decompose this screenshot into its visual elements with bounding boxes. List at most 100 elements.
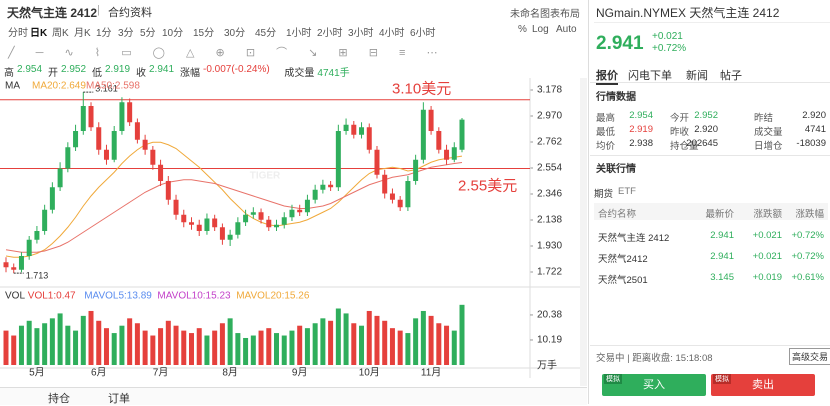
legend-entry: MA50:2.598 [86,81,140,92]
ohlc-value: 4741手 [317,68,350,79]
volume-bar [34,328,40,365]
related-name[interactable]: 天然气2501 [598,275,648,286]
x-tick-label: 7月 [153,367,169,379]
candle-body [212,218,218,228]
candle-body [42,209,48,231]
candle-body [459,119,465,150]
period[interactable]: 月K [74,28,91,39]
advanced-button[interactable]: 高级交易 [789,348,830,365]
volume-bar [196,328,202,365]
period[interactable]: 45分 [255,28,277,39]
sim-tag: 模拟 [713,374,731,384]
scale-option[interactable]: % [518,24,527,35]
quote-tab[interactable]: 新闻 [686,70,708,82]
period[interactable]: 日K [30,28,48,39]
volume-bar [451,330,457,365]
volume-bar [57,313,63,365]
divider [590,345,830,346]
candle-body [65,147,71,169]
related-value[interactable]: +0.72% [791,230,825,241]
volume-bar [420,310,426,365]
related-value[interactable]: +0.019 [752,272,782,283]
quote-tab[interactable]: 报价 [596,67,618,85]
related-value[interactable]: 2.941 [710,251,734,262]
candle-body [49,187,55,210]
volume-bar [243,337,249,365]
section-title: 行情数据 [596,92,636,103]
candle-body [289,209,295,218]
x-tick-label: 8月 [222,367,238,379]
tab[interactable]: 持仓 [48,393,70,405]
candle-body [34,231,40,240]
related-name[interactable]: 天然气2412 [598,254,648,265]
candle-body [343,124,349,131]
related-value[interactable]: +0.72% [791,251,825,262]
candle-body [304,199,310,213]
volume-bar [227,318,233,365]
quote-tab[interactable]: 闪电下单 [628,70,672,82]
info-link[interactable]: 合约资料 [108,7,152,19]
volume-bar [382,320,388,365]
tab[interactable]: 订单 [108,393,130,405]
buy-button[interactable]: 买入 [602,374,706,396]
scale-option[interactable]: Log [532,24,549,35]
last-price: 2.941 [596,33,644,54]
volume-bar [281,335,287,365]
candle-body [188,222,194,225]
volume-bar [42,323,48,365]
candle-body [413,159,419,181]
symbol[interactable]: 天然气主连 2412 [7,6,98,20]
period[interactable]: 3小时 [348,28,374,39]
candle-body [274,224,280,228]
sell-label: 卖出 [752,379,774,391]
candle-body [165,181,171,200]
period[interactable]: 30分 [224,28,246,39]
drawing-tools[interactable]: ╱ ─ ∿ ⌇ ▭ ◯ △ ⊕ ⊡ ⌒ ↘ ⊞ ⊟ ≡ ⋯ [8,47,447,59]
volume-bar [49,318,55,365]
related-value[interactable]: +0.61% [791,272,825,283]
candle-body [103,149,109,160]
candle-body [3,262,9,268]
sell-button[interactable]: 卖出 [711,374,815,396]
quote-tab[interactable]: 帖子 [720,70,742,82]
period[interactable]: 1小时 [286,28,312,39]
period[interactable]: 2小时 [317,28,343,39]
related-name[interactable]: 天然气主连 2412 [598,233,670,244]
candle-body [428,109,434,131]
sub-tab[interactable]: 期货 [594,189,614,200]
related-value[interactable]: 3.145 [710,272,734,283]
candle-body [227,234,233,240]
candle-body [382,174,388,194]
volume-bar [26,320,32,365]
divider [590,155,830,156]
change: +0.021 [652,31,683,42]
related-value[interactable]: 2.941 [710,230,734,241]
period[interactable]: 6小时 [410,28,436,39]
period[interactable]: 周K [52,28,69,39]
volume-bar [258,330,264,365]
period[interactable]: 15分 [193,28,215,39]
period[interactable]: 4小时 [379,28,405,39]
related-value[interactable]: +0.021 [752,251,782,262]
volume-bar [235,333,241,365]
candle-body [150,149,156,165]
scale-option[interactable]: Auto [556,24,577,35]
sub-tab[interactable]: ETF [618,186,636,197]
period[interactable]: 5分 [140,28,156,39]
volume-bar [11,335,17,365]
period[interactable]: 10分 [162,28,184,39]
period[interactable]: 分时 [8,28,28,39]
layout-name[interactable]: 未命名图表布局 [510,9,580,20]
candle-body [266,219,272,228]
related-value[interactable]: +0.021 [752,230,782,241]
x-tick-label: 10月 [359,367,380,379]
status: 交易中 | 距离收盘: 15:18:08 [596,353,713,364]
stat-label: 昨收 [670,127,690,138]
candle-body [119,102,125,131]
ohlc-value: 2.954 [17,64,43,75]
period[interactable]: 1分 [96,28,112,39]
candle-body [374,149,380,175]
ohlc-label: 低 [92,68,102,79]
period[interactable]: 3分 [118,28,134,39]
candle-body [181,214,187,223]
